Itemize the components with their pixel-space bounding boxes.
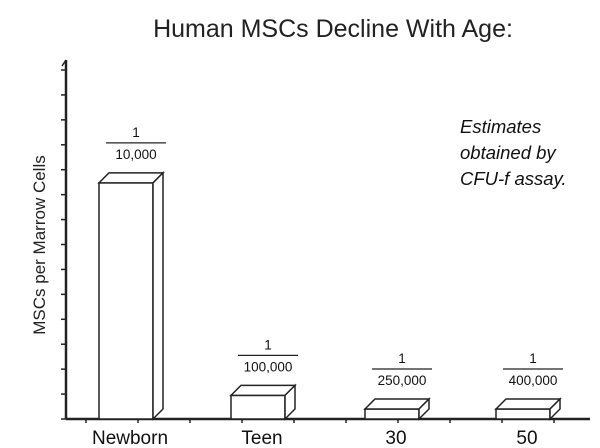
annotation-line-2: obtained by: [460, 142, 557, 163]
bar-top: [229, 384, 297, 397]
data-label-denominator: 100,000: [244, 359, 293, 374]
bar-side: [418, 397, 430, 421]
data-label-denominator: 250,000: [378, 373, 427, 388]
annotation: Estimates obtained by CFU-f assay.: [460, 116, 567, 189]
bar-side: [284, 383, 296, 421]
y-axis-cap: [61, 59, 67, 67]
data-label-denominator: 10,000: [115, 147, 156, 162]
category-label-newborn: Newborn: [92, 428, 168, 448]
data-label-30: 1 250,000: [372, 351, 432, 388]
bar-side: [152, 171, 164, 421]
data-labels: 1 10,000 1 100,000 1 250,000 1 400,000: [106, 125, 563, 388]
data-label-teen: 1 100,000: [238, 337, 298, 374]
annotation-line-1: Estimates: [460, 116, 541, 137]
bar-50: [494, 397, 562, 421]
data-label-numerator: 1: [529, 351, 537, 366]
data-label-newborn: 1 10,000: [106, 125, 166, 162]
category-label-50: 50: [516, 428, 537, 448]
bar-front: [98, 182, 154, 420]
data-label-numerator: 1: [398, 351, 406, 366]
bar-teen: [229, 383, 297, 421]
bar-front: [230, 394, 286, 420]
data-label-denominator: 400,000: [509, 373, 558, 388]
data-label-numerator: 1: [264, 337, 272, 352]
bar-front: [495, 408, 551, 420]
bar-top: [494, 398, 562, 410]
data-label-50: 1 400,000: [503, 351, 563, 388]
bar-front: [364, 408, 420, 420]
category-label-30: 30: [385, 428, 406, 448]
category-label-teen: Teen: [241, 428, 282, 448]
bar-side: [549, 397, 561, 421]
bars: [97, 171, 562, 421]
chart-title: Human MSCs Decline With Age:: [153, 15, 513, 43]
bar-top: [97, 172, 165, 184]
category-labels: Newborn Teen 30 50: [92, 428, 538, 448]
bar-newborn: [97, 171, 165, 421]
bar-30: [363, 397, 431, 421]
bar-top: [363, 398, 431, 410]
y-axis-label: MSCs per Marrow Cells: [30, 155, 49, 334]
annotation-line-3: CFU-f assay.: [460, 168, 567, 189]
data-label-numerator: 1: [132, 125, 140, 140]
